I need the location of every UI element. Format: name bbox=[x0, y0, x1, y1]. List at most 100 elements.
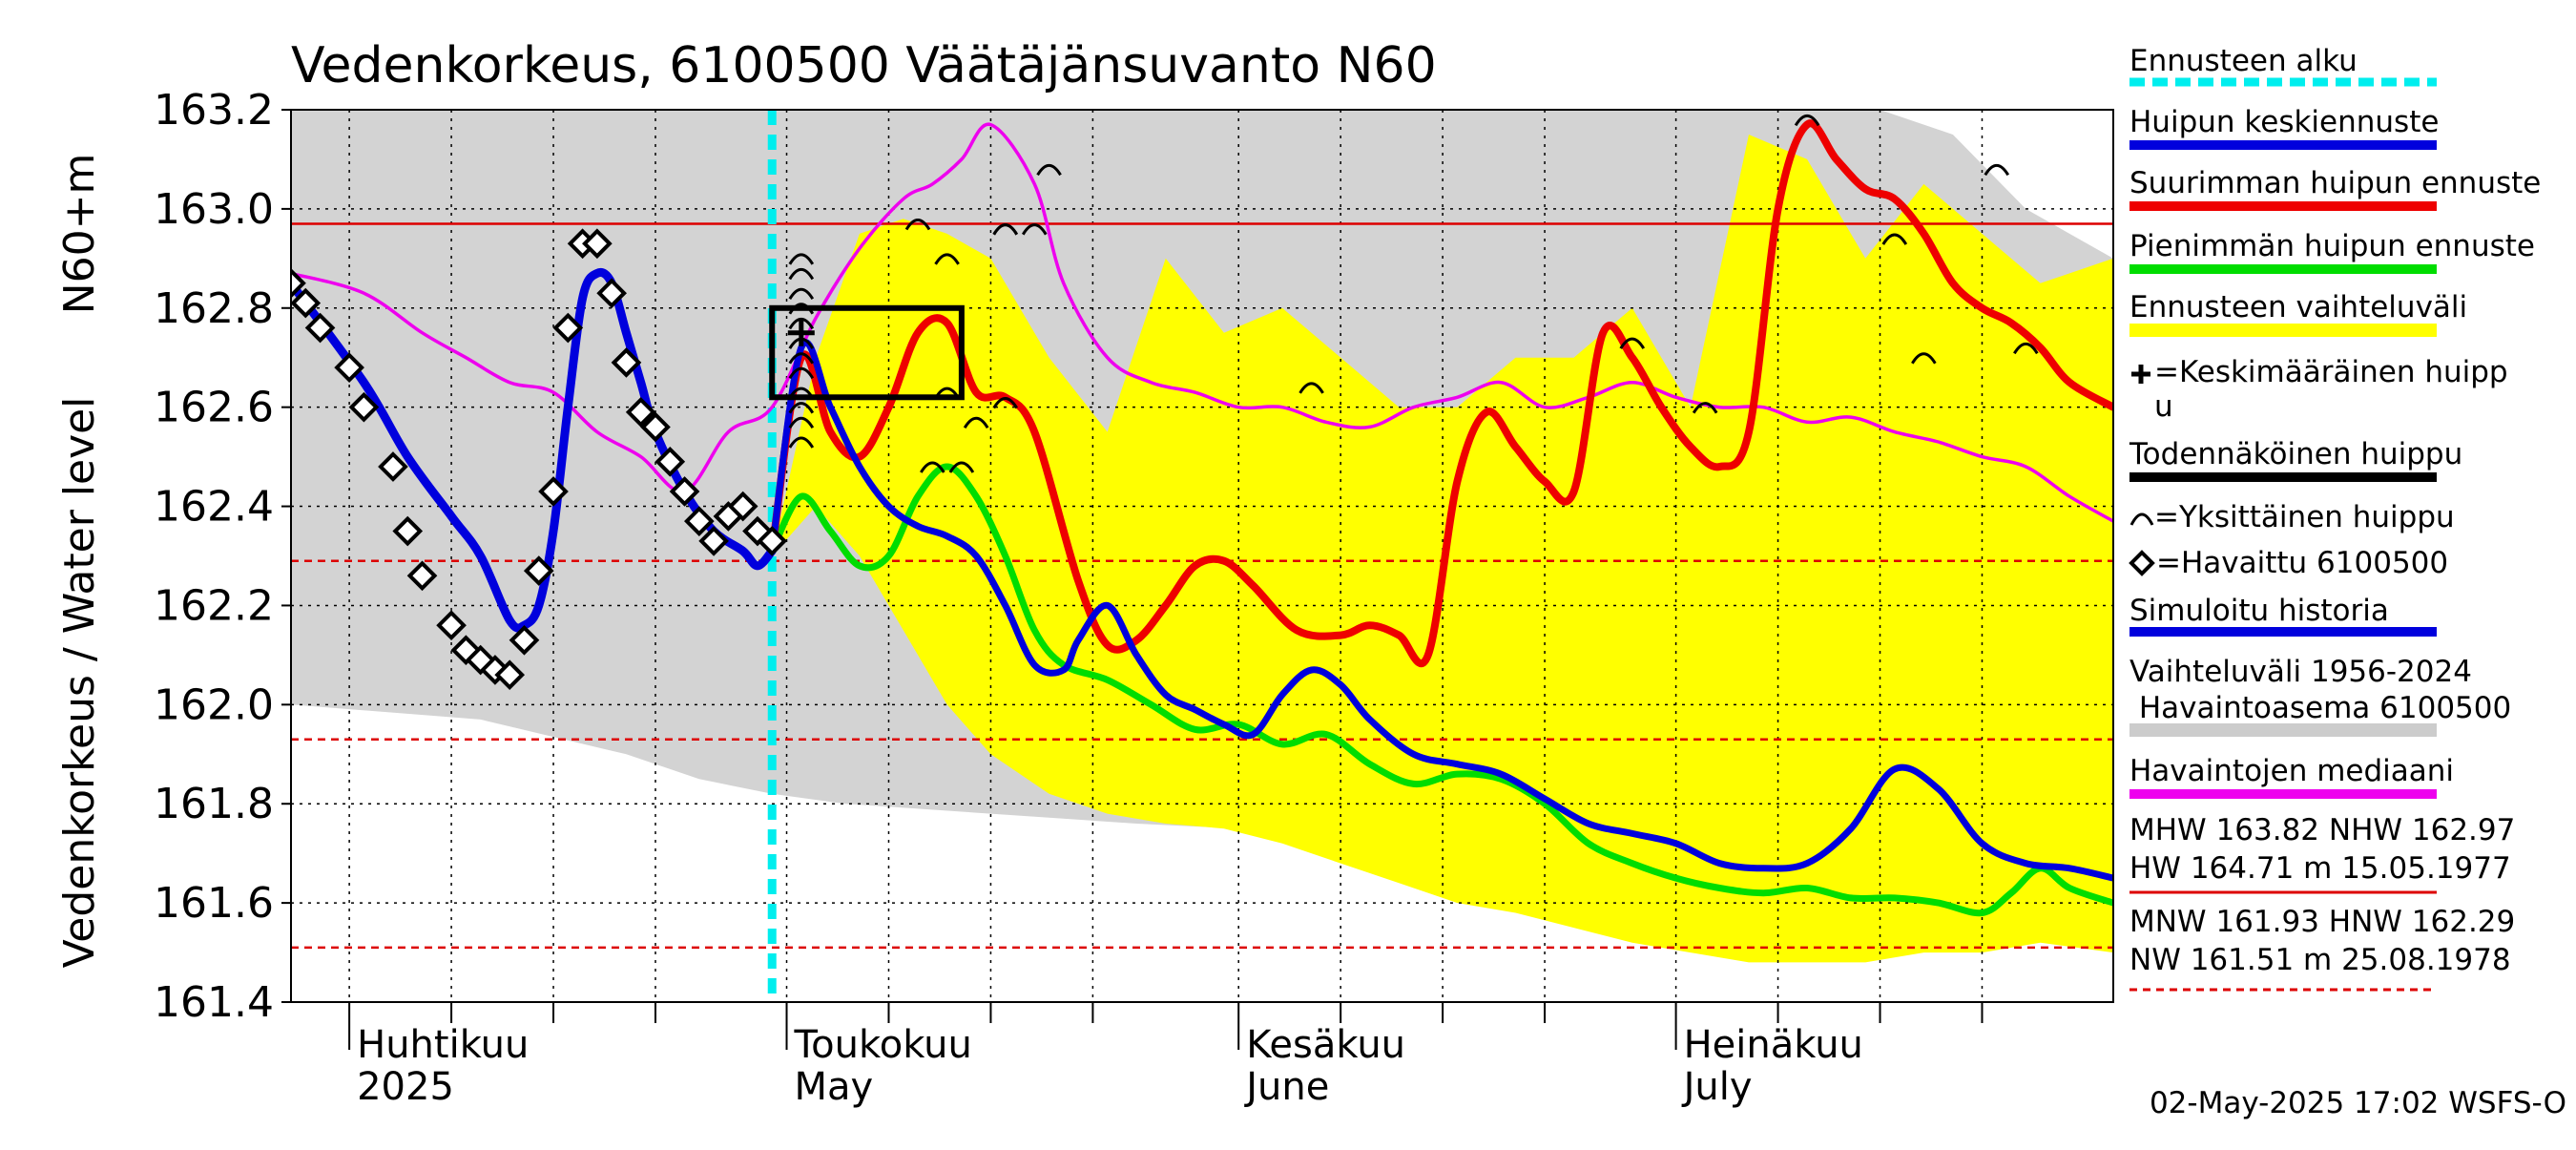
legend-label: MNW 161.93 HNW 162.29 bbox=[2129, 905, 2515, 939]
legend-label: MHW 163.82 NHW 162.97 bbox=[2129, 813, 2515, 847]
observed-point bbox=[291, 287, 322, 319]
legend-entry: MNW 161.93 HNW 162.29 NW 161.51 m 25.08.1… bbox=[2129, 905, 2515, 992]
legend-entry: Suurimman huipun ennuste bbox=[2129, 166, 2541, 211]
legend-label: Havaintojen mediaani bbox=[2129, 754, 2454, 788]
individual-peak-marker bbox=[1298, 382, 1324, 394]
plot-frame bbox=[290, 109, 2114, 1003]
legend-swatch bbox=[2129, 550, 2155, 576]
legend-label: =Yksittäinen huippu bbox=[2154, 500, 2455, 534]
observed-point bbox=[669, 476, 700, 507]
y-tick-label: 163.0 bbox=[154, 185, 274, 234]
legend-label: Todennäköinen huippu bbox=[2129, 437, 2462, 471]
legend-entry: Vaihteluväli 1956-2024 Havaintoasema 610… bbox=[2129, 655, 2511, 737]
individual-peak-marker bbox=[992, 223, 1019, 236]
individual-peak-marker bbox=[992, 397, 1019, 409]
x-tick-label: Toukokuu bbox=[794, 1023, 972, 1067]
observed-point bbox=[304, 312, 336, 344]
observed-point bbox=[552, 312, 584, 344]
legend-label-line2: u bbox=[2154, 389, 2173, 424]
legend-label: Vaihteluväli 1956-2024 bbox=[2129, 655, 2472, 689]
individual-peak-marker bbox=[788, 287, 815, 301]
legend-swatch bbox=[2129, 723, 2437, 737]
individual-peak-marker bbox=[1692, 402, 1718, 414]
x-tick-sublabel: June bbox=[1243, 1065, 1329, 1109]
individual-peak-marker bbox=[788, 366, 815, 380]
observed-point bbox=[596, 278, 627, 309]
legend-entry: Todennäköinen huippu bbox=[2129, 437, 2462, 482]
legend-swatch bbox=[2129, 512, 2154, 526]
individual-peak-marker bbox=[788, 436, 815, 449]
individual-peak-marker bbox=[1619, 337, 1646, 349]
legend-entry: Havaintojen mediaani bbox=[2129, 754, 2454, 799]
observed-point bbox=[378, 451, 408, 482]
observed-point bbox=[348, 391, 380, 423]
probable-peak-box bbox=[769, 304, 965, 401]
individual-peak-marker bbox=[1984, 163, 2010, 177]
y-tick-label: 161.6 bbox=[154, 879, 274, 928]
legend-entry: =Yksittäinen huippu bbox=[2129, 500, 2455, 534]
legend-swatch bbox=[2131, 365, 2150, 384]
x-tick-label: Heinäkuu bbox=[1684, 1023, 1863, 1067]
individual-peak-marker bbox=[1881, 233, 1908, 245]
legend-entry: MHW 163.82 NHW 162.97 HW 164.71 m 15.05.1… bbox=[2129, 813, 2515, 894]
individual-peak-marker bbox=[788, 352, 815, 365]
individual-peak-marker bbox=[963, 416, 989, 429]
individual-peak-marker bbox=[788, 387, 815, 399]
observed-point bbox=[509, 624, 540, 656]
observed-point bbox=[654, 446, 686, 477]
x-tick-label: Huhtikuu bbox=[357, 1023, 529, 1067]
individual-peak-marker bbox=[788, 317, 815, 330]
legend-label-line2: HW 164.71 m 15.05.1977 bbox=[2129, 851, 2511, 886]
individual-peak-marker bbox=[948, 461, 975, 473]
individual-peak-marker bbox=[1021, 223, 1048, 236]
observed-point bbox=[757, 526, 788, 556]
legend-label: Simuloitu historia bbox=[2129, 594, 2389, 628]
legend-label-line2: NW 161.51 m 25.08.1978 bbox=[2129, 943, 2511, 977]
legend-entry: Simuloitu historia bbox=[2129, 594, 2437, 637]
y-axis-label: Vedenkorkeus / Water level bbox=[55, 397, 104, 969]
series-line-suurimman-huipun-ennuste bbox=[768, 119, 2113, 668]
individual-peak-marker bbox=[904, 219, 931, 231]
individual-peak-marker bbox=[788, 267, 815, 281]
mean-peak-marker bbox=[787, 319, 815, 346]
chart-title: Vedenkorkeus, 6100500 Väätäjänsuvanto N6… bbox=[291, 37, 1437, 94]
y-tick-label: 162.6 bbox=[154, 384, 274, 432]
y-axis-unit-label: N60+m bbox=[55, 154, 104, 315]
y-tick-label: 162.8 bbox=[154, 284, 274, 333]
legend-entry: =Keskimääräinen huippu bbox=[2131, 355, 2508, 424]
x-tick-sublabel: July bbox=[1681, 1065, 1753, 1109]
observed-point bbox=[334, 352, 364, 383]
observed-point bbox=[538, 476, 569, 507]
y-tick-label: 161.4 bbox=[154, 978, 274, 1027]
individual-peak-marker bbox=[788, 253, 815, 265]
individual-peak-marker bbox=[920, 461, 945, 473]
legend-entry: Huipun keskiennuste bbox=[2129, 105, 2439, 150]
legend-label: =Keskimääräinen huipp bbox=[2154, 355, 2508, 389]
footer-timestamp: 02-May-2025 17:02 WSFS-O bbox=[2150, 1086, 2566, 1120]
legend-label: Suurimman huipun ennuste bbox=[2129, 166, 2541, 200]
y-tick-label: 162.4 bbox=[154, 483, 274, 532]
individual-peak-marker bbox=[1794, 114, 1820, 127]
legend-label: =Havaittu 6100500 bbox=[2156, 546, 2448, 580]
observed-point bbox=[684, 506, 715, 536]
legend-swatch bbox=[2129, 324, 2437, 337]
legend-label-line2: Havaintoasema 6100500 bbox=[2129, 691, 2511, 725]
observed-point bbox=[392, 515, 424, 547]
observed-point bbox=[582, 228, 613, 260]
observed-point bbox=[640, 411, 671, 443]
x-tick-label: Kesäkuu bbox=[1246, 1023, 1405, 1067]
individual-peak-marker bbox=[788, 402, 815, 414]
series-line-huipun-keskiennuste bbox=[768, 339, 2113, 882]
individual-peak-marker bbox=[934, 387, 960, 399]
observed-point bbox=[523, 555, 554, 586]
x-tick-sublabel: 2025 bbox=[357, 1065, 454, 1109]
individual-peak-marker bbox=[788, 416, 815, 429]
observed-point bbox=[698, 526, 729, 556]
x-tick-sublabel: May bbox=[795, 1065, 874, 1109]
y-tick-label: 162.0 bbox=[154, 680, 274, 729]
legend-entry: =Havaittu 6100500 bbox=[2129, 546, 2448, 580]
individual-peak-marker bbox=[2013, 342, 2039, 355]
individual-peak-marker bbox=[934, 253, 960, 265]
